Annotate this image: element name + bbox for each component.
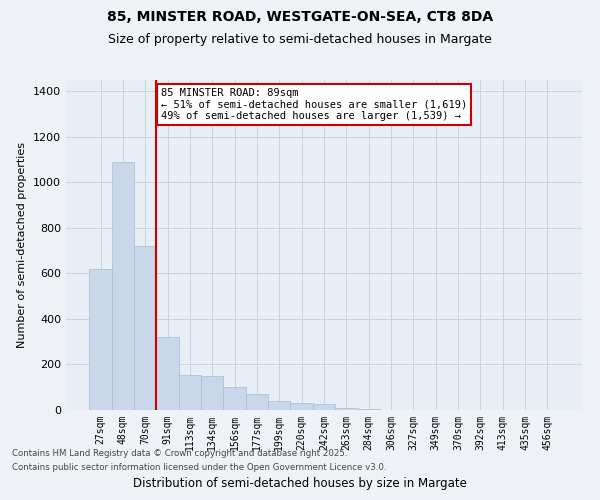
Bar [313,404,335,410]
Y-axis label: Number of semi-detached properties: Number of semi-detached properties [17,142,28,348]
Bar [268,401,290,410]
Bar [89,269,112,410]
Text: 85, MINSTER ROAD, WESTGATE-ON-SEA, CT8 8DA: 85, MINSTER ROAD, WESTGATE-ON-SEA, CT8 8… [107,10,493,24]
Text: Size of property relative to semi-detached houses in Margate: Size of property relative to semi-detach… [108,32,492,46]
Bar [358,409,380,410]
Bar [201,376,223,410]
Bar [223,387,246,410]
Bar [134,246,157,410]
Text: 85 MINSTER ROAD: 89sqm
← 51% of semi-detached houses are smaller (1,619)
49% of : 85 MINSTER ROAD: 89sqm ← 51% of semi-det… [161,88,467,121]
Text: Distribution of semi-detached houses by size in Margate: Distribution of semi-detached houses by … [133,477,467,490]
Bar [179,374,201,410]
Text: Contains HM Land Registry data © Crown copyright and database right 2025.: Contains HM Land Registry data © Crown c… [12,448,347,458]
Bar [246,394,268,410]
Bar [335,408,358,410]
Bar [112,162,134,410]
Text: Contains public sector information licensed under the Open Government Licence v3: Contains public sector information licen… [12,464,386,472]
Bar [290,403,313,410]
Bar [157,337,179,410]
